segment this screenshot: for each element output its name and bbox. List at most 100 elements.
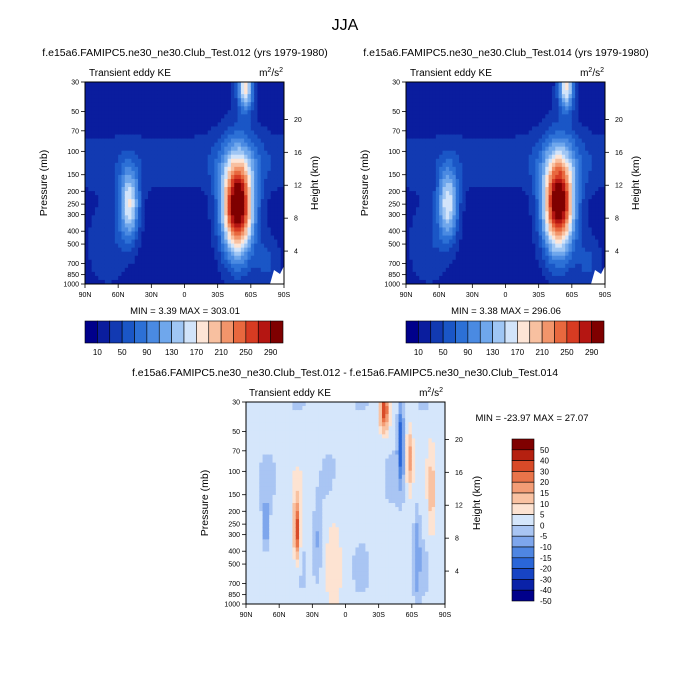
heatmap-cell bbox=[412, 263, 417, 269]
heatmap-cell bbox=[280, 207, 284, 212]
heatmap-cell bbox=[148, 235, 152, 241]
heatmap-cell bbox=[244, 243, 249, 249]
heatmap-cell bbox=[118, 203, 123, 208]
heatmap-cell bbox=[204, 106, 209, 111]
heatmap-cell bbox=[111, 183, 116, 188]
heatmap-cell bbox=[425, 130, 430, 136]
heatmap-cell bbox=[478, 174, 483, 180]
heatmap-cell bbox=[267, 118, 272, 123]
heatmap-cell bbox=[118, 187, 123, 192]
heatmap-cell bbox=[227, 86, 232, 91]
heatmap-cell bbox=[435, 187, 440, 192]
heatmap-cell bbox=[462, 170, 467, 176]
heatmap-cell bbox=[141, 219, 146, 224]
heatmap-cell bbox=[270, 195, 275, 200]
heatmap-cell bbox=[475, 134, 480, 140]
heatmap-cell bbox=[502, 279, 507, 284]
heatmap-cell bbox=[495, 215, 500, 220]
heatmap-cell bbox=[412, 110, 417, 115]
heatmap-cell bbox=[522, 275, 526, 281]
heatmap-cell bbox=[280, 174, 284, 180]
heatmap-cell bbox=[465, 227, 470, 233]
heatmap-cell bbox=[445, 102, 450, 107]
heatmap-cell bbox=[492, 126, 497, 132]
heatmap-cell bbox=[274, 158, 278, 164]
heatmap-cell bbox=[118, 243, 123, 249]
heatmap-cell bbox=[98, 199, 103, 204]
heatmap-cell bbox=[91, 259, 96, 265]
heatmap-cell bbox=[204, 267, 209, 273]
heatmap-cell bbox=[429, 275, 434, 281]
heatmap-cell bbox=[187, 215, 192, 220]
heatmap-cell bbox=[462, 90, 467, 95]
heatmap-cell bbox=[237, 195, 242, 200]
heatmap-cell bbox=[459, 102, 463, 107]
heatmap-cell bbox=[422, 275, 427, 281]
heatmap-cell bbox=[230, 110, 235, 115]
heatmap-cell bbox=[419, 215, 424, 220]
heatmap-cell bbox=[432, 267, 437, 273]
heatmap-cell bbox=[181, 162, 186, 168]
heatmap-cell bbox=[475, 174, 480, 180]
heatmap-cell bbox=[455, 90, 460, 95]
heatmap-cell bbox=[85, 223, 89, 229]
panel3-units: m2/s2 bbox=[419, 387, 443, 399]
heatmap-cell bbox=[498, 130, 503, 136]
heatmap-cell bbox=[161, 263, 166, 269]
heatmap-cell bbox=[217, 187, 222, 192]
heatmap-cell bbox=[254, 126, 259, 132]
heatmap-cell bbox=[98, 215, 103, 220]
heatmap-cell bbox=[207, 235, 212, 241]
heatmap-cell bbox=[485, 195, 490, 200]
heatmap-cell bbox=[442, 82, 447, 87]
heatmap-cell bbox=[220, 134, 225, 140]
heatmap-cell bbox=[412, 150, 417, 156]
heatmap-cell bbox=[439, 259, 444, 265]
heatmap-cell bbox=[449, 195, 454, 200]
heatmap-cell bbox=[204, 235, 209, 241]
heatmap-cell bbox=[101, 271, 106, 277]
heatmap-cell bbox=[214, 191, 219, 196]
heatmap-cell bbox=[412, 90, 417, 95]
heatmap-cell bbox=[151, 142, 156, 148]
heatmap-cell bbox=[250, 90, 255, 95]
heatmap-cell bbox=[495, 223, 500, 229]
heatmap-cell bbox=[131, 122, 136, 128]
heatmap-cell bbox=[148, 130, 152, 136]
heatmap-cell bbox=[522, 106, 526, 111]
heatmap-cell bbox=[267, 223, 272, 229]
heatmap-cell bbox=[220, 259, 225, 265]
heatmap-cell bbox=[181, 114, 186, 119]
heatmap-cell bbox=[124, 215, 129, 220]
heatmap-cell bbox=[508, 158, 513, 164]
heatmap-cell bbox=[425, 158, 430, 164]
heatmap-cell bbox=[247, 98, 252, 103]
heatmap-cell bbox=[101, 154, 106, 160]
heatmap-cell bbox=[492, 183, 497, 188]
heatmap-cell bbox=[197, 110, 202, 115]
heatmap-cell bbox=[124, 267, 129, 273]
heatmap-cell bbox=[244, 191, 249, 196]
heatmap-cell bbox=[227, 187, 232, 192]
heatmap-cell bbox=[254, 90, 259, 95]
heatmap-cell bbox=[177, 94, 182, 99]
panel1-ylabel: Pressure (mb) bbox=[38, 150, 50, 217]
heatmap-cell bbox=[280, 150, 284, 156]
heatmap-cell bbox=[488, 263, 493, 269]
heatmap-cell bbox=[157, 178, 162, 184]
heatmap-cell bbox=[194, 98, 199, 103]
heatmap-cell bbox=[250, 126, 255, 132]
heatmap-cell bbox=[181, 275, 186, 281]
heatmap-cell bbox=[425, 263, 430, 269]
heatmap-cell bbox=[472, 102, 477, 107]
heatmap-cell bbox=[187, 82, 192, 87]
heatmap-cell bbox=[111, 174, 116, 180]
heatmap-cell bbox=[429, 98, 434, 103]
heatmap-cell bbox=[234, 138, 239, 144]
heatmap-cell bbox=[502, 170, 507, 176]
heatmap-cell bbox=[121, 255, 126, 261]
heatmap-cell bbox=[167, 158, 172, 164]
heatmap-cell bbox=[121, 199, 126, 204]
heatmap-cell bbox=[154, 211, 159, 216]
heatmap-cell bbox=[267, 267, 272, 273]
